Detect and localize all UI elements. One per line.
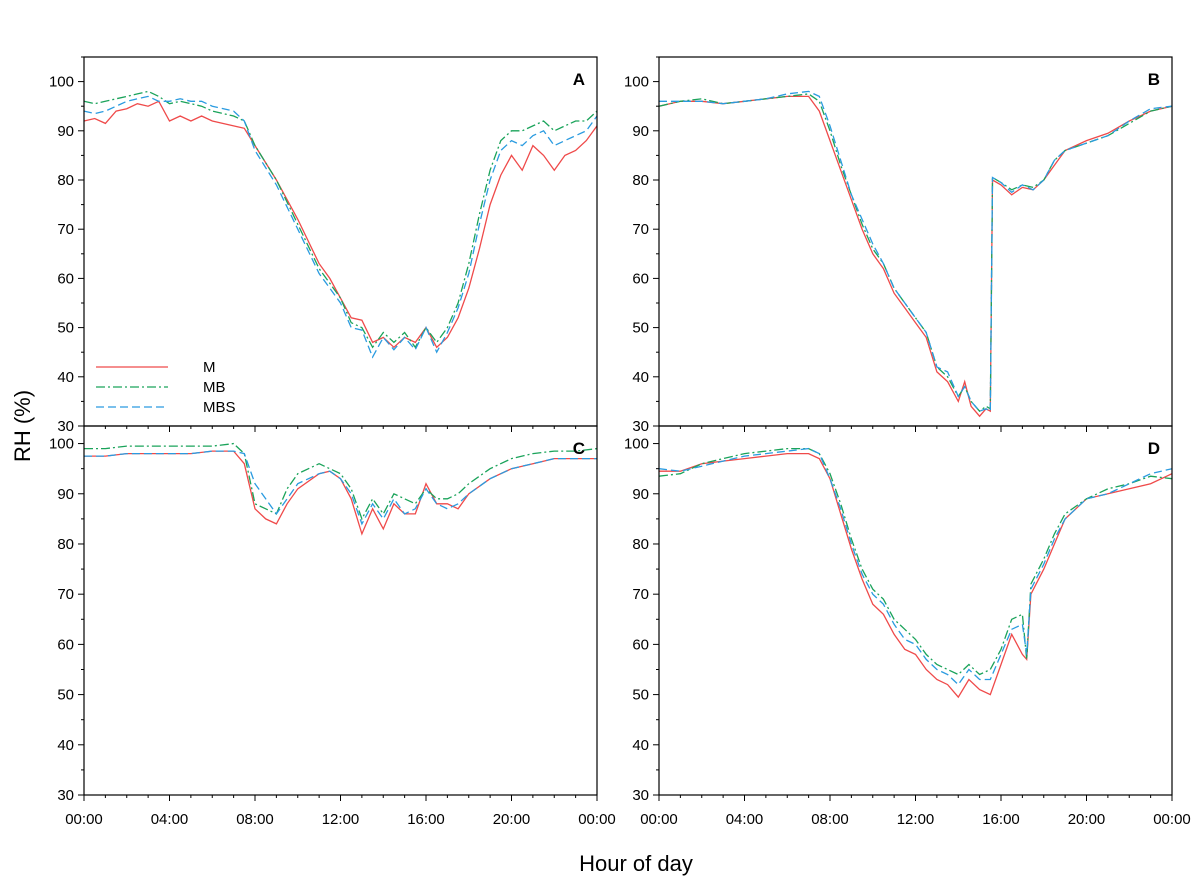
panel-frame [658, 425, 1173, 796]
series-line-m-d [659, 452, 1173, 699]
series-line-mbs-a [83, 95, 598, 359]
y-tick-label: 70 [57, 586, 74, 603]
legend: M MB MBS [96, 359, 236, 416]
series-line-m-a [83, 100, 598, 349]
x-tick-label: 12:00 [897, 811, 935, 828]
x-tick-label: 00:00 [65, 811, 103, 828]
series-line-mb-d [658, 447, 1173, 676]
x-tick-label: 04:00 [151, 811, 189, 828]
series-line-mb-a [83, 90, 598, 349]
y-tick-label: 40 [632, 369, 649, 386]
y-tick-label: 40 [632, 737, 649, 754]
y-tick-label: 30 [632, 787, 649, 804]
y-tick-label: 90 [632, 123, 649, 140]
legend-label: MB [203, 379, 226, 396]
y-tick-label: 70 [632, 221, 649, 238]
x-tick-label: 00:00 [1153, 811, 1191, 828]
x-tick-label: 00:00 [640, 811, 678, 828]
y-tick-label: 40 [57, 369, 74, 386]
x-tick-label: 20:00 [493, 811, 531, 828]
y-tick-label: 60 [57, 270, 74, 287]
panel-frame [83, 56, 598, 427]
y-tick-label: 30 [57, 787, 74, 804]
x-tick-label: 08:00 [811, 811, 849, 828]
legend-item-m: M [96, 359, 216, 376]
y-tick-label: 60 [632, 270, 649, 287]
y-tick-label: 100 [624, 436, 649, 453]
panel-frame [658, 56, 1173, 427]
y-axis-title: RH (%) [10, 390, 35, 462]
y-tick-label: 90 [57, 486, 74, 503]
panel-letter: D [1148, 439, 1160, 458]
y-tick-label: 90 [632, 486, 649, 503]
panel-d: 30 40 50 60 70 80 90 100 00:00 04:00 08:00 12:00 16:… [624, 425, 1191, 828]
panel-a: 30 40 50 60 70 80 90 100 A [49, 56, 598, 435]
y-tick-label: 50 [57, 687, 74, 704]
y-tick-label: 50 [57, 320, 74, 337]
y-tick-label: 80 [57, 536, 74, 553]
panel-letter: B [1148, 70, 1160, 89]
series-line-mbs-c [84, 450, 597, 526]
y-tick-label: 60 [632, 636, 649, 653]
x-tick-label: 12:00 [322, 811, 360, 828]
legend-label: M [203, 359, 216, 376]
series-line-mbs-b [659, 90, 1173, 413]
x-tick-label: 16:00 [407, 811, 445, 828]
panels-layer: 30 40 50 60 70 80 90 100 A 30 40 50 60 70 80 90 100 B 30 40… [49, 56, 1191, 828]
panel-letter: C [573, 439, 585, 458]
y-tick-label: 50 [632, 320, 649, 337]
x-tick-label: 04:00 [726, 811, 764, 828]
y-tick-label: 50 [632, 687, 649, 704]
y-tick-label: 100 [624, 74, 649, 91]
x-axis-title: Hour of day [579, 851, 693, 876]
y-tick-label: 60 [57, 636, 74, 653]
x-tick-label: 16:00 [982, 811, 1020, 828]
x-tick-label: 20:00 [1068, 811, 1106, 828]
legend-item-mb: MB [96, 379, 226, 396]
legend-item-mbs: MBS [96, 399, 236, 416]
y-tick-label: 30 [632, 418, 649, 435]
y-tick-label: 30 [57, 418, 74, 435]
y-tick-label: 100 [49, 74, 74, 91]
y-tick-label: 80 [632, 172, 649, 189]
panel-frame [83, 425, 598, 796]
panel-b: 30 40 50 60 70 80 90 100 B [624, 56, 1173, 435]
y-tick-label: 80 [57, 172, 74, 189]
y-tick-label: 40 [57, 737, 74, 754]
series-line-mb-b [658, 93, 1173, 413]
series-line-mb-c [84, 442, 598, 521]
y-tick-label: 70 [632, 586, 649, 603]
y-tick-label: 100 [49, 436, 74, 453]
panel-letter: A [573, 70, 585, 89]
series-line-mbs-d [658, 447, 1173, 686]
series-line-m-b [658, 95, 1173, 418]
y-tick-label: 90 [57, 123, 74, 140]
legend-label: MBS [203, 399, 236, 416]
series-line-m-c [84, 450, 597, 536]
y-tick-label: 70 [57, 221, 74, 238]
panel-c: 30 40 50 60 70 80 90 100 00:00 04:00 08:00 12:00 16:… [49, 425, 616, 828]
x-tick-label: 00:00 [578, 811, 616, 828]
y-tick-label: 80 [632, 536, 649, 553]
x-tick-label: 08:00 [236, 811, 274, 828]
